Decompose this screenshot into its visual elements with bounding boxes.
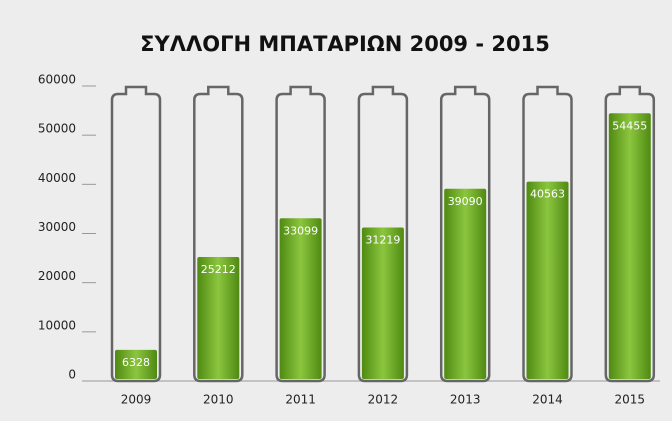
y-tick-label: 20000 (38, 269, 76, 283)
value-label: 39090 (448, 195, 483, 208)
battery-outline (604, 85, 656, 383)
x-tick-label: 2011 (285, 393, 316, 407)
battery-outline (522, 85, 573, 383)
value-label: 33099 (283, 224, 318, 237)
y-tick-label: 10000 (38, 318, 76, 332)
chart-title: ΣΥΛΛΟΓΗ ΜΠΑΤΑΡΙΩΝ 2009 - 2015 (140, 32, 550, 56)
bar (608, 113, 651, 380)
y-tick-label: 0 (68, 368, 76, 382)
value-label: 6328 (122, 356, 150, 369)
battery-outline (110, 85, 162, 383)
x-tick-label: 2010 (203, 393, 234, 407)
y-tick-label: 30000 (38, 220, 76, 234)
x-tick-label: 2015 (615, 393, 646, 407)
x-tick-label: 2012 (368, 393, 399, 407)
value-label: 54455 (612, 119, 647, 132)
bar (115, 349, 157, 379)
x-tick-label: 2009 (121, 393, 152, 407)
y-tick-label: 60000 (38, 73, 76, 87)
x-tick-label: 2013 (450, 393, 481, 407)
bar (279, 218, 322, 379)
x-tick-label: 2014 (532, 393, 563, 407)
battery-outline (275, 85, 326, 383)
value-label: 40563 (530, 188, 565, 201)
battery-outline (357, 85, 409, 383)
bar (197, 257, 240, 379)
value-label: 31219 (365, 234, 400, 247)
bar (444, 188, 487, 379)
battery-outline (439, 85, 491, 383)
y-tick-label: 50000 (38, 122, 76, 136)
bar (361, 227, 404, 379)
y-tick-label: 40000 (38, 171, 76, 185)
bar (526, 181, 569, 379)
battery-outline (193, 85, 244, 383)
value-label: 25212 (201, 263, 236, 276)
